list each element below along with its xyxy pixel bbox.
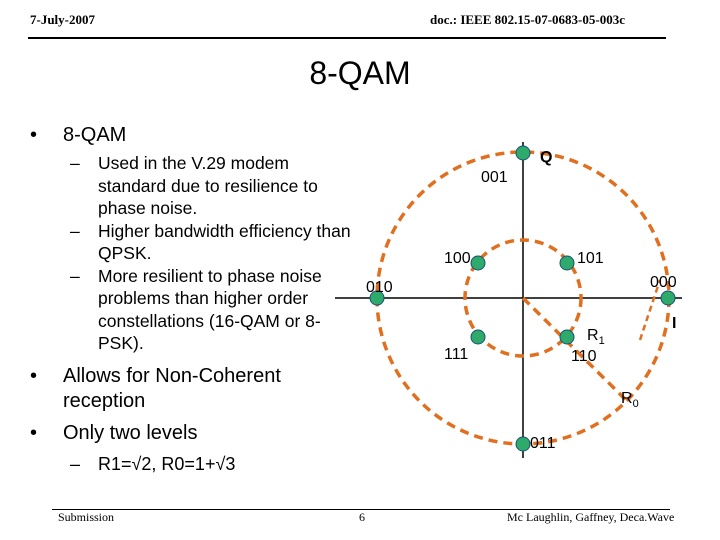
sub-bullet-v29: – Used in the V.29 modem standard due to … bbox=[70, 153, 318, 218]
constellation-point-011 bbox=[515, 436, 531, 452]
constellation-point-100 bbox=[470, 255, 486, 271]
bullet-two-levels: • Only two levels bbox=[30, 422, 198, 444]
bullet-non-coherent-text: Allows for Non-Coherent reception bbox=[63, 365, 281, 412]
r-segment bbox=[638, 279, 662, 341]
radius-label-r0: R0 bbox=[621, 390, 639, 410]
footer-authors: Mc Laughlin, Gaffney, Deca.Wave bbox=[507, 510, 675, 524]
point-label-110: 110 bbox=[571, 348, 597, 365]
constellation-point-010 bbox=[369, 290, 385, 306]
sub-bullet-text: More resilient to phase noise problems t… bbox=[98, 265, 322, 354]
radius-r0-line bbox=[521, 296, 628, 402]
radius-r0-subscript: 0 bbox=[633, 398, 639, 410]
constellation-point-110 bbox=[559, 329, 575, 345]
bullet-two-levels-text: Only two levels bbox=[63, 422, 198, 444]
radius-r0-letter: R bbox=[621, 390, 633, 407]
sub-bullet-radii: – R1=√2, R0=1+√3 bbox=[70, 454, 236, 474]
footer-page-number: 6 bbox=[359, 510, 365, 524]
bullet-non-coherent: • Allows for Non-Coherent reception bbox=[30, 364, 370, 414]
constellation-point-001 bbox=[515, 145, 531, 161]
sub-bullet-radii-text: R1=√2, R0=1+√3 bbox=[98, 454, 236, 474]
i-axis-label: I bbox=[672, 315, 676, 332]
header-rule bbox=[28, 37, 666, 39]
point-label-001: 001 bbox=[481, 169, 508, 186]
bullet-8qam-text: 8-QAM bbox=[63, 124, 127, 146]
header-date: 7-July-2007 bbox=[30, 12, 95, 27]
sub-bullet-text: Higher bandwidth efficiency than QPSK. bbox=[98, 220, 351, 264]
radius-r1-letter: R bbox=[587, 327, 599, 344]
sub-bullet-phase-noise: – More resilient to phase noise problems … bbox=[70, 265, 322, 354]
footer-rule bbox=[52, 509, 670, 510]
constellation-point-000 bbox=[660, 290, 676, 306]
footer-submission: Submission bbox=[58, 510, 115, 524]
sub-bullet-text: Used in the V.29 modem standard due to r… bbox=[98, 153, 318, 218]
point-label-011: 011 bbox=[530, 435, 556, 452]
bullet-8qam: • 8-QAM bbox=[30, 124, 127, 146]
radius-label-r1: R1 bbox=[587, 327, 605, 347]
point-label-100: 100 bbox=[444, 250, 471, 267]
q-axis-label: Q bbox=[540, 149, 552, 166]
inner-ring bbox=[463, 238, 583, 358]
constellation-point-101 bbox=[559, 255, 575, 271]
slide-title: 8-QAM bbox=[309, 55, 411, 91]
sub-bullet-bandwidth: – Higher bandwidth efficiency than QPSK. bbox=[70, 220, 351, 264]
constellation-point-111 bbox=[470, 329, 486, 345]
point-label-000: 000 bbox=[650, 274, 677, 291]
point-label-010: 010 bbox=[366, 279, 393, 296]
point-label-111: 111 bbox=[444, 346, 468, 363]
header-doc-id: doc.: IEEE 802.15-07-0683-05-003c bbox=[430, 12, 625, 27]
radius-r1-subscript: 1 bbox=[599, 335, 605, 347]
point-label-101: 101 bbox=[577, 250, 604, 267]
sub-bullet-list: – Used in the V.29 modem standard due to … bbox=[70, 152, 360, 355]
